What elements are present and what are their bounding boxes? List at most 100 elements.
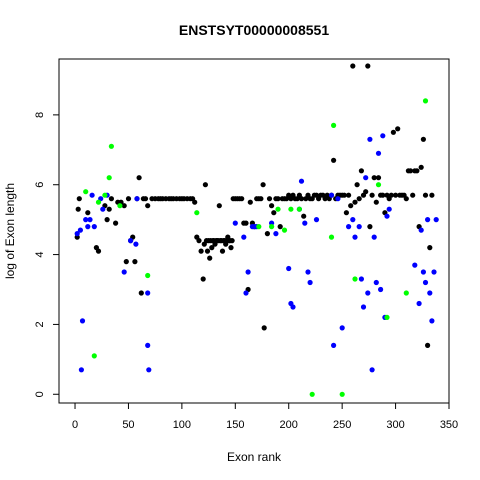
data-point-black bbox=[192, 199, 198, 205]
y-tick-label: 8 bbox=[34, 112, 46, 118]
y-tick-label: 4 bbox=[34, 252, 46, 258]
data-point-blue bbox=[356, 224, 362, 230]
data-point-blue bbox=[422, 279, 429, 286]
data-point-blue bbox=[416, 300, 422, 307]
data-point-black bbox=[403, 196, 409, 202]
data-point-green bbox=[403, 290, 409, 296]
data-points bbox=[74, 63, 439, 397]
data-point-blue bbox=[307, 279, 313, 286]
data-point-black bbox=[271, 210, 277, 216]
data-point-black bbox=[121, 203, 127, 209]
data-point-black bbox=[261, 325, 267, 331]
data-point-blue bbox=[85, 224, 91, 230]
data-point-black bbox=[354, 182, 360, 188]
data-point-green bbox=[117, 203, 123, 209]
data-point-black bbox=[425, 342, 431, 348]
data-point-black bbox=[373, 199, 379, 205]
data-point-blue bbox=[365, 290, 371, 296]
data-point-blue bbox=[273, 231, 279, 237]
data-point-blue bbox=[91, 224, 97, 230]
data-point-blue bbox=[335, 196, 341, 202]
data-point-black bbox=[429, 192, 435, 198]
data-point-blue bbox=[339, 325, 345, 331]
data-point-green bbox=[288, 206, 294, 212]
data-point-blue bbox=[378, 286, 384, 293]
data-point-black bbox=[365, 63, 371, 69]
data-point-black bbox=[132, 259, 138, 265]
data-point-blue bbox=[146, 367, 152, 373]
data-point-green bbox=[106, 175, 112, 181]
data-point-black bbox=[142, 196, 149, 202]
data-point-blue bbox=[241, 234, 247, 240]
data-point-black bbox=[418, 164, 424, 170]
data-point-black bbox=[76, 196, 82, 202]
data-point-black bbox=[352, 199, 358, 205]
data-point-blue bbox=[371, 234, 377, 240]
data-point-black bbox=[104, 217, 110, 223]
x-tick-label: 100 bbox=[173, 419, 191, 431]
data-point-blue bbox=[290, 304, 296, 310]
data-point-green bbox=[269, 224, 275, 230]
data-point-black bbox=[407, 168, 414, 174]
data-point-black bbox=[275, 196, 281, 202]
data-point-blue bbox=[380, 133, 386, 139]
data-point-black bbox=[356, 196, 362, 202]
data-point-black bbox=[125, 196, 132, 202]
data-point-blue bbox=[78, 367, 84, 373]
x-tick-label: 300 bbox=[386, 419, 404, 431]
data-point-green bbox=[275, 206, 281, 212]
plot-frame bbox=[58, 58, 450, 404]
data-point-black bbox=[369, 192, 375, 198]
data-point-black bbox=[298, 196, 305, 202]
data-point-blue bbox=[83, 217, 89, 223]
x-tick-label: 0 bbox=[72, 419, 78, 431]
data-point-green bbox=[309, 391, 315, 397]
x-tick-label: 250 bbox=[333, 419, 351, 431]
x-tick-label: 50 bbox=[122, 419, 134, 431]
data-point-blue bbox=[145, 290, 151, 296]
data-point-black bbox=[410, 192, 416, 198]
data-point-blue bbox=[145, 342, 151, 348]
data-point-black bbox=[204, 248, 211, 254]
data-point-black bbox=[216, 203, 222, 209]
y-tick-label: 6 bbox=[34, 182, 46, 188]
data-point-blue bbox=[431, 269, 437, 275]
data-point-blue bbox=[331, 342, 337, 348]
data-point-black bbox=[243, 220, 249, 226]
data-point-black bbox=[371, 175, 377, 181]
data-point-black bbox=[266, 196, 273, 202]
data-point-blue bbox=[232, 220, 238, 226]
data-point-black bbox=[207, 255, 213, 261]
data-point-blue bbox=[243, 290, 249, 296]
data-point-black bbox=[108, 196, 114, 202]
data-point-blue bbox=[369, 367, 375, 373]
data-point-green bbox=[422, 98, 429, 104]
data-point-blue bbox=[412, 262, 418, 268]
x-tick-label: 200 bbox=[280, 419, 298, 431]
chart-title: ENSTSYT00000008551 bbox=[179, 22, 329, 38]
y-tick-label: 2 bbox=[34, 321, 46, 327]
data-point-blue bbox=[375, 150, 382, 156]
data-point-blue bbox=[328, 192, 335, 198]
y-tick-label: 0 bbox=[34, 391, 46, 397]
data-point-black bbox=[341, 192, 347, 198]
x-axis-label: Exon rank bbox=[227, 450, 282, 464]
data-point-green bbox=[328, 234, 335, 240]
data-point-black bbox=[136, 175, 142, 181]
data-point-black bbox=[269, 203, 275, 209]
data-point-blue bbox=[302, 220, 308, 226]
data-point-blue bbox=[427, 290, 433, 296]
data-point-blue bbox=[433, 217, 439, 223]
data-point-black bbox=[198, 248, 204, 254]
data-point-black bbox=[75, 206, 81, 212]
data-point-black bbox=[358, 168, 364, 174]
data-point-blue bbox=[286, 265, 292, 272]
data-point-blue bbox=[79, 318, 86, 324]
data-point-black bbox=[95, 248, 102, 254]
data-point-blue bbox=[367, 136, 373, 142]
data-point-black bbox=[138, 290, 144, 296]
data-point-black bbox=[113, 220, 119, 226]
data-point-blue bbox=[350, 217, 356, 223]
data-point-black bbox=[239, 196, 245, 202]
data-point-blue bbox=[429, 318, 435, 324]
